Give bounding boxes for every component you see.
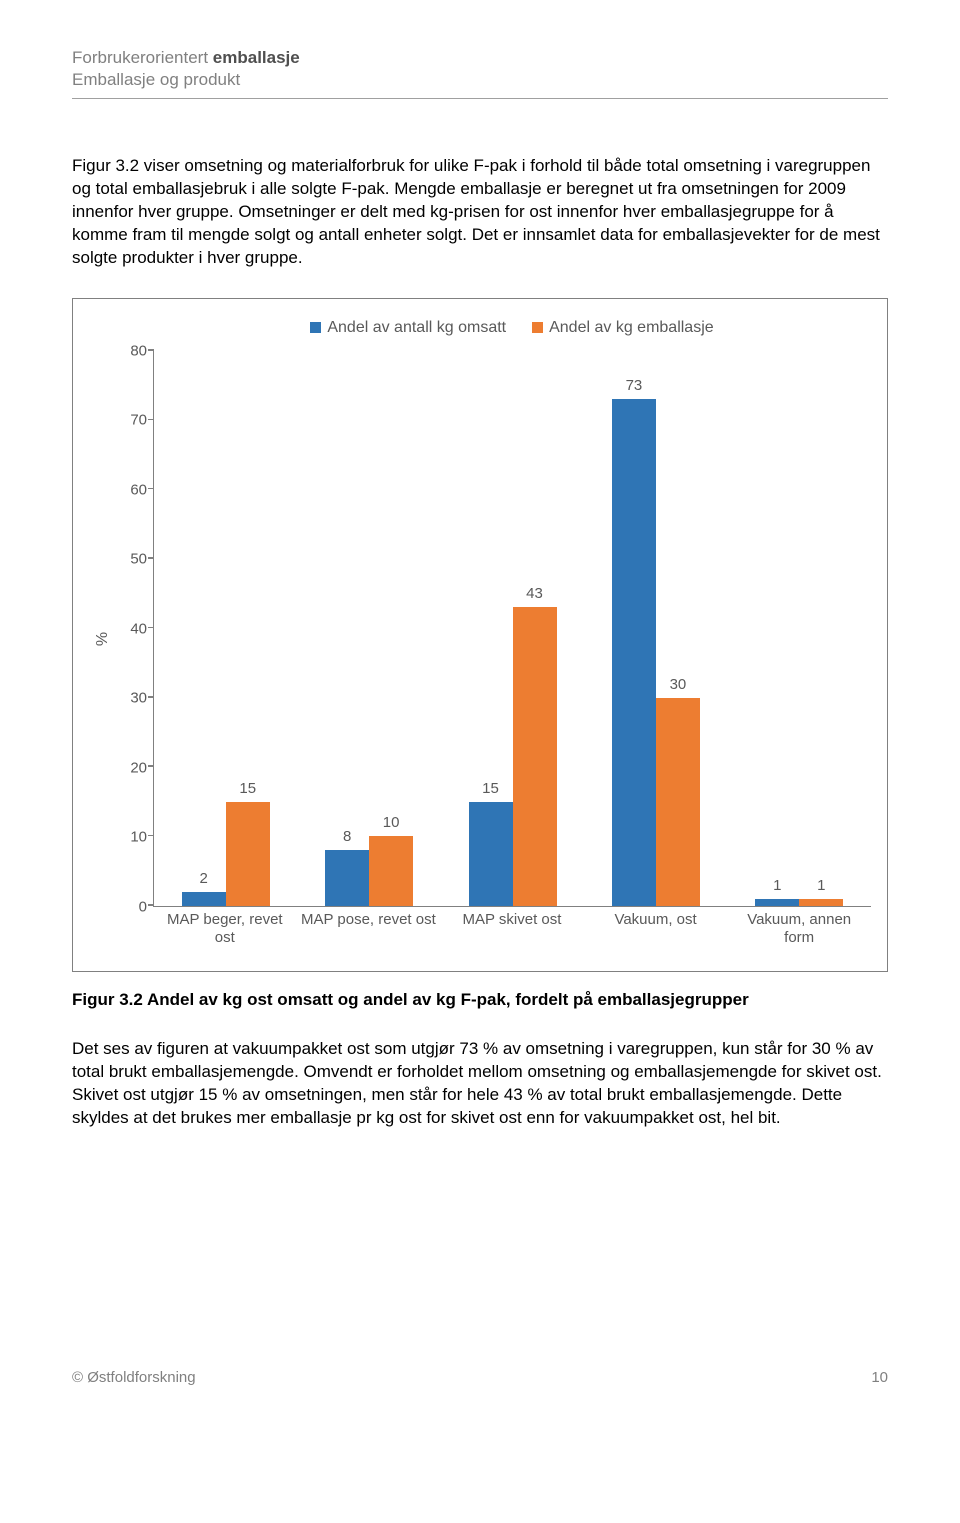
chart-category: 1543 [441, 351, 584, 906]
y-tick-mark [148, 349, 154, 351]
x-axis-labels: MAP beger, revet ostMAP pose, revet ostM… [153, 911, 871, 959]
y-tick-mark [148, 904, 154, 906]
chart-bar: 15 [226, 802, 270, 906]
bar-value-label: 1 [755, 877, 799, 894]
plot-wrap: Andel av antall kg omsatt Andel av kg em… [153, 319, 871, 959]
paragraph-intro: Figur 3.2 viser omsetning og materialfor… [72, 155, 888, 270]
legend-label-0: Andel av antall kg omsatt [327, 319, 506, 337]
bar-value-label: 2 [182, 870, 226, 887]
bar-value-label: 10 [369, 814, 413, 831]
chart-bar: 15 [469, 802, 513, 906]
legend-swatch-0 [310, 322, 321, 333]
legend-item-1: Andel av kg emballasje [532, 319, 714, 337]
header-divider [72, 98, 888, 99]
chart-category: 11 [728, 351, 871, 906]
chart-bar: 43 [513, 607, 557, 905]
page: Forbrukerorientert emballasje Emballasje… [0, 0, 960, 1169]
footer-copyright: © Østfoldforskning [72, 1369, 196, 1386]
header-line2: Emballasje og produkt [72, 70, 888, 90]
y-axis-label: % [94, 632, 112, 646]
chart-bar: 30 [656, 698, 700, 906]
bars-row: 2158101543733011 [154, 351, 871, 906]
x-axis-label: MAP skivet ost [440, 911, 584, 959]
y-tick-mark [148, 488, 154, 490]
y-tick-label: 30 [130, 690, 147, 707]
bar-value-label: 15 [226, 780, 270, 797]
y-tick-label: 0 [139, 898, 147, 915]
bar-value-label: 73 [612, 377, 656, 394]
x-axis-label: Vakuum, ost [584, 911, 728, 959]
bar-value-label: 8 [325, 828, 369, 845]
legend-item-0: Andel av antall kg omsatt [310, 319, 506, 337]
y-tick-label: 10 [130, 829, 147, 846]
chart-category: 810 [297, 351, 440, 906]
bar-value-label: 1 [799, 877, 843, 894]
bar-value-label: 15 [469, 780, 513, 797]
footer-page-number: 10 [871, 1369, 888, 1386]
y-axis-label-col: % [89, 319, 117, 959]
chart-bar: 8 [325, 850, 369, 906]
x-axis-label: Vakuum, annen form [727, 911, 871, 959]
y-tick-mark [148, 557, 154, 559]
y-tick-label: 60 [130, 481, 147, 498]
y-tick-label: 50 [130, 551, 147, 568]
y-tick-label: 40 [130, 620, 147, 637]
y-tick-mark [148, 765, 154, 767]
y-tick-label: 80 [130, 342, 147, 359]
y-tick-label: 20 [130, 759, 147, 776]
chart-area: % 0 10 20 30 40 50 60 70 80 Andel av antall kg o… [89, 319, 871, 959]
chart-bar: 10 [369, 836, 413, 905]
page-header: Forbrukerorientert emballasje Emballasje… [72, 48, 888, 99]
x-axis-label: MAP pose, revet ost [297, 911, 441, 959]
x-axis-label: MAP beger, revet ost [153, 911, 297, 959]
y-tick-mark [148, 835, 154, 837]
bar-value-label: 43 [513, 585, 557, 602]
chart-bar: 1 [755, 899, 799, 906]
chart-plot: 2158101543733011 [153, 351, 871, 907]
paragraph-analysis: Det ses av figuren at vakuumpakket ost s… [72, 1038, 888, 1130]
chart-category: 7330 [584, 351, 727, 906]
chart-bar: 1 [799, 899, 843, 906]
chart-legend: Andel av antall kg omsatt Andel av kg em… [153, 319, 871, 347]
bar-value-label: 30 [656, 676, 700, 693]
y-tick-mark [148, 627, 154, 629]
header-line1-prefix: Forbrukerorientert [72, 48, 213, 67]
chart-category: 215 [154, 351, 297, 906]
y-tick-mark [148, 419, 154, 421]
legend-swatch-1 [532, 322, 543, 333]
legend-label-1: Andel av kg emballasje [549, 319, 714, 337]
header-line1-emph: emballasje [213, 48, 300, 67]
chart-caption: Figur 3.2 Andel av kg ost omsatt og ande… [72, 990, 888, 1010]
chart-bar: 73 [612, 399, 656, 905]
y-tick-mark [148, 696, 154, 698]
y-axis-ticks: 0 10 20 30 40 50 60 70 80 [117, 319, 153, 959]
chart-bar: 2 [182, 892, 226, 906]
y-tick-label: 70 [130, 412, 147, 429]
page-footer: © Østfoldforskning 10 [0, 1369, 960, 1414]
chart-container: % 0 10 20 30 40 50 60 70 80 Andel av antall kg o… [72, 298, 888, 972]
header-line1: Forbrukerorientert emballasje [72, 48, 888, 68]
